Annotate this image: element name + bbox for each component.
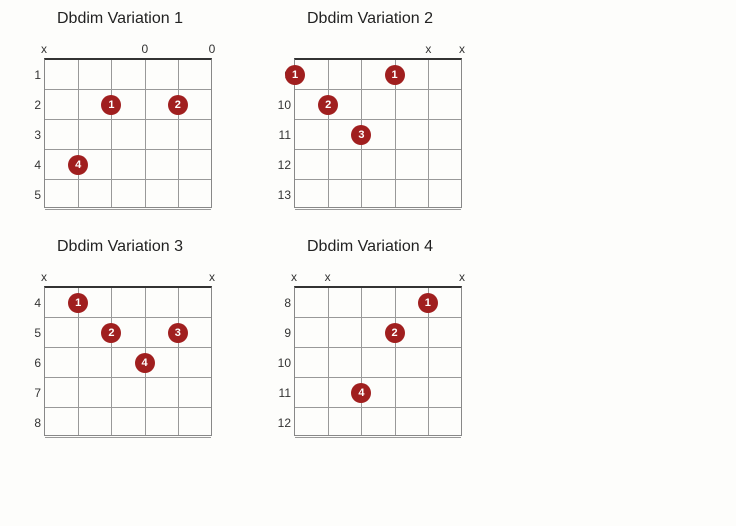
fret-number: 13 <box>271 188 291 202</box>
chord-grid: Dbdim Variation 1x0012345124Dbdim Variat… <box>20 10 716 436</box>
fret-row: 11 <box>295 120 461 150</box>
open-marker: 0 <box>141 42 148 56</box>
fret-number: 4 <box>21 296 41 310</box>
fret-number: 5 <box>21 326 41 340</box>
fret-row: 10 <box>295 348 461 378</box>
chord-diagram: Dbdim Variation 4xxx89101112124 <box>270 238 470 436</box>
finger-dot: 4 <box>351 383 371 403</box>
finger-dot: 1 <box>385 65 405 85</box>
open-marker: 0 <box>209 42 216 56</box>
fret-number: 1 <box>21 68 41 82</box>
fret-number: 6 <box>21 356 41 370</box>
fret-number: 9 <box>271 326 291 340</box>
finger-dot: 2 <box>318 95 338 115</box>
fretboard-diagram: xxx89101112124 <box>270 270 470 436</box>
fret-row: 12 <box>295 150 461 180</box>
string-markers-row: xx <box>294 42 462 58</box>
fret-row: 12 <box>295 408 461 438</box>
fret-row: 1 <box>45 60 211 90</box>
mute-marker: x <box>209 270 215 284</box>
fret-number: 5 <box>21 188 41 202</box>
fret-number: 11 <box>271 128 291 142</box>
finger-dot: 4 <box>68 155 88 175</box>
fret-row: 6 <box>45 348 211 378</box>
mute-marker: x <box>325 270 331 284</box>
fretboard: 9101112131123 <box>294 58 462 208</box>
fretboard: 456781234 <box>44 286 212 436</box>
finger-dot: 3 <box>168 323 188 343</box>
finger-dot: 3 <box>351 125 371 145</box>
finger-dot: 1 <box>418 293 438 313</box>
finger-dot: 1 <box>68 293 88 313</box>
fret-number: 8 <box>21 416 41 430</box>
fretboard-diagram: xx9101112131123 <box>270 42 470 208</box>
chord-diagram: Dbdim Variation 3xx456781234 <box>20 238 220 436</box>
mute-marker: x <box>41 270 47 284</box>
chord-title: Dbdim Variation 4 <box>270 238 470 256</box>
chord-diagram: Dbdim Variation 2xx9101112131123 <box>270 10 470 208</box>
finger-dot: 2 <box>385 323 405 343</box>
fret-number: 8 <box>271 296 291 310</box>
fret-row: 13 <box>295 180 461 210</box>
fret-row: 5 <box>45 180 211 210</box>
chord-title: Dbdim Variation 3 <box>20 238 220 256</box>
chord-title: Dbdim Variation 1 <box>20 10 220 28</box>
string-markers-row: x00 <box>44 42 212 58</box>
mute-marker: x <box>291 270 297 284</box>
fret-row: 3 <box>45 120 211 150</box>
fret-number: 4 <box>21 158 41 172</box>
fret-row: 11 <box>295 378 461 408</box>
finger-dot: 4 <box>135 353 155 373</box>
fret-number: 10 <box>271 98 291 112</box>
finger-dot: 2 <box>101 323 121 343</box>
fret-number: 11 <box>271 386 291 400</box>
fret-number: 12 <box>271 416 291 430</box>
fret-row: 7 <box>45 378 211 408</box>
mute-marker: x <box>459 270 465 284</box>
fretboard-diagram: xx456781234 <box>20 270 220 436</box>
mute-marker: x <box>425 42 431 56</box>
finger-dot: 2 <box>168 95 188 115</box>
fret-number: 7 <box>21 386 41 400</box>
string-markers-row: xxx <box>294 270 462 286</box>
mute-marker: x <box>459 42 465 56</box>
fret-number: 10 <box>271 356 291 370</box>
string-markers-row: xx <box>44 270 212 286</box>
finger-dot: 1 <box>285 65 305 85</box>
fretboard: 12345124 <box>44 58 212 208</box>
fret-number: 3 <box>21 128 41 142</box>
fretboard-diagram: x0012345124 <box>20 42 220 208</box>
fret-row: 8 <box>45 408 211 438</box>
chord-diagram: Dbdim Variation 1x0012345124 <box>20 10 220 208</box>
fret-number: 2 <box>21 98 41 112</box>
fret-number: 12 <box>271 158 291 172</box>
fret-row: 9 <box>295 318 461 348</box>
fretboard: 89101112124 <box>294 286 462 436</box>
chord-title: Dbdim Variation 2 <box>270 10 470 28</box>
fret-row: 9 <box>295 60 461 90</box>
mute-marker: x <box>41 42 47 56</box>
finger-dot: 1 <box>101 95 121 115</box>
